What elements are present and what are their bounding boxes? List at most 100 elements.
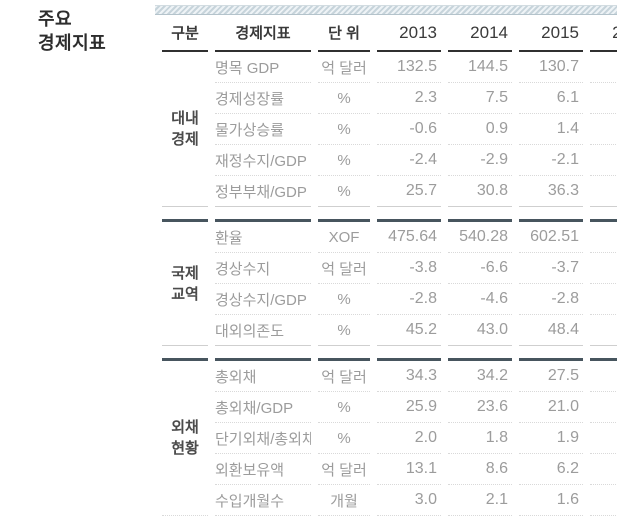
unit-cell: % bbox=[318, 114, 370, 145]
value-cell: 6.1 bbox=[519, 83, 583, 114]
value-cell bbox=[590, 145, 617, 176]
table-row: 수입개월수 개월 3.0 2.1 1.6 bbox=[162, 485, 617, 516]
value-cell: 23.6 bbox=[448, 392, 512, 423]
value-cell: -3.8 bbox=[377, 253, 441, 284]
value-cell: 34.3 bbox=[377, 361, 441, 392]
indicators-table-wrap: 구분 경제지표 단 위 2013 2014 2015 2016 대내 경제 명목… bbox=[155, 5, 617, 516]
indicator-cell: 수입개월수 bbox=[215, 485, 311, 516]
value-cell bbox=[590, 361, 617, 392]
value-cell bbox=[590, 222, 617, 253]
unit-cell: % bbox=[318, 315, 370, 346]
value-cell: 27.5 bbox=[519, 361, 583, 392]
value-cell: 34.2 bbox=[448, 361, 512, 392]
value-cell: 43.0 bbox=[448, 315, 512, 346]
column-header-year-2014: 2014 bbox=[448, 15, 512, 52]
unit-cell: % bbox=[318, 145, 370, 176]
value-cell: 130.7 bbox=[519, 52, 583, 83]
value-cell: -2.8 bbox=[377, 284, 441, 315]
value-cell: 1.8 bbox=[448, 423, 512, 454]
value-cell: -2.1 bbox=[519, 145, 583, 176]
table-row: 대외의존도 % 45.2 43.0 48.4 bbox=[162, 315, 617, 346]
value-cell bbox=[590, 114, 617, 145]
column-header-indicator: 경제지표 bbox=[215, 15, 311, 52]
indicator-cell: 경제성장률 bbox=[215, 83, 311, 114]
value-cell: 540.28 bbox=[448, 222, 512, 253]
table-row: 국제 교역 환율 XOF 475.64 540.28 602.51 bbox=[162, 222, 617, 346]
value-cell: 25.9 bbox=[377, 392, 441, 423]
value-cell: 48.4 bbox=[519, 315, 583, 346]
value-cell: 1.4 bbox=[519, 114, 583, 145]
section-divider bbox=[162, 207, 617, 222]
indicator-cell: 재정수지/GDP bbox=[215, 145, 311, 176]
indicator-cell: 경상수지/GDP bbox=[215, 284, 311, 315]
value-cell: -2.9 bbox=[448, 145, 512, 176]
table-row: 정부부채/GDP % 25.7 30.8 36.3 bbox=[162, 176, 617, 207]
table-row: 외채 현황 총외채 억 달러 34.3 34.2 27.5 bbox=[162, 361, 617, 516]
indicator-cell: 단기외채/총외채 bbox=[215, 423, 311, 454]
decorative-hatch-band bbox=[155, 5, 617, 15]
value-cell: 3.0 bbox=[377, 485, 441, 516]
table-row: 경상수지 억 달러 -3.8 -6.6 -3.7 bbox=[162, 253, 617, 284]
value-cell: 36.3 bbox=[519, 176, 583, 207]
value-cell: 13.1 bbox=[377, 454, 441, 485]
value-cell: -0.6 bbox=[377, 114, 441, 145]
value-cell bbox=[590, 176, 617, 207]
value-cell: 0.9 bbox=[448, 114, 512, 145]
value-cell: 21.0 bbox=[519, 392, 583, 423]
value-cell bbox=[590, 52, 617, 83]
table-row: 대내 경제 명목 GDP 억 달러 132.5 144.5 130.7 bbox=[162, 52, 617, 207]
value-cell: 45.2 bbox=[377, 315, 441, 346]
unit-cell: % bbox=[318, 176, 370, 207]
value-cell bbox=[590, 485, 617, 516]
indicator-cell: 정부부채/GDP bbox=[215, 176, 311, 207]
table-row: 총외채/GDP % 25.9 23.6 21.0 bbox=[162, 392, 617, 423]
value-cell: 30.8 bbox=[448, 176, 512, 207]
unit-cell: XOF bbox=[318, 222, 370, 253]
value-cell: -6.6 bbox=[448, 253, 512, 284]
value-cell: -2.8 bbox=[519, 284, 583, 315]
table-row: 단기외채/총외채 % 2.0 1.8 1.9 bbox=[162, 423, 617, 454]
section-international-trade: 국제 교역 환율 XOF 475.64 540.28 602.51 경상수지 억… bbox=[162, 222, 617, 361]
header-row: 구분 경제지표 단 위 2013 2014 2015 2016 bbox=[162, 15, 617, 52]
category-cell: 외채 현황 bbox=[162, 361, 208, 516]
economic-indicators-table: 구분 경제지표 단 위 2013 2014 2015 2016 대내 경제 명목… bbox=[155, 15, 617, 516]
value-cell bbox=[590, 315, 617, 346]
value-cell: 2.1 bbox=[448, 485, 512, 516]
column-header-year-2016: 2016 bbox=[590, 15, 617, 52]
value-cell bbox=[590, 454, 617, 485]
column-header-year-2013: 2013 bbox=[377, 15, 441, 52]
indicator-cell: 경상수지 bbox=[215, 253, 311, 284]
value-cell: 2.0 bbox=[377, 423, 441, 454]
table-row: 재정수지/GDP % -2.4 -2.9 -2.1 bbox=[162, 145, 617, 176]
unit-cell: 억 달러 bbox=[318, 253, 370, 284]
indicator-cell: 총외채 bbox=[215, 361, 311, 392]
value-cell: 144.5 bbox=[448, 52, 512, 83]
column-header-year-2015: 2015 bbox=[519, 15, 583, 52]
value-cell bbox=[590, 284, 617, 315]
value-cell bbox=[590, 423, 617, 454]
unit-cell: 억 달러 bbox=[318, 454, 370, 485]
value-cell: 602.51 bbox=[519, 222, 583, 253]
indicator-cell: 물가상승률 bbox=[215, 114, 311, 145]
unit-cell: % bbox=[318, 423, 370, 454]
value-cell: 1.9 bbox=[519, 423, 583, 454]
unit-cell: 개월 bbox=[318, 485, 370, 516]
value-cell: -4.6 bbox=[448, 284, 512, 315]
unit-cell: 억 달러 bbox=[318, 52, 370, 83]
indicator-cell: 대외의존도 bbox=[215, 315, 311, 346]
indicator-cell: 환율 bbox=[215, 222, 311, 253]
column-header-unit: 단 위 bbox=[318, 15, 370, 52]
value-cell: 132.5 bbox=[377, 52, 441, 83]
table-row: 경제성장률 % 2.3 7.5 6.1 bbox=[162, 83, 617, 114]
category-cell: 대내 경제 bbox=[162, 52, 208, 207]
column-header-category: 구분 bbox=[162, 15, 208, 52]
section-external-debt: 외채 현황 총외채 억 달러 34.3 34.2 27.5 총외채/GDP % … bbox=[162, 361, 617, 516]
value-cell: 2.3 bbox=[377, 83, 441, 114]
unit-cell: % bbox=[318, 284, 370, 315]
value-cell: 475.64 bbox=[377, 222, 441, 253]
table-row: 경상수지/GDP % -2.8 -4.6 -2.8 bbox=[162, 284, 617, 315]
section-domestic-economy: 대내 경제 명목 GDP 억 달러 132.5 144.5 130.7 경제성장… bbox=[162, 52, 617, 222]
section-divider bbox=[162, 346, 617, 361]
value-cell bbox=[590, 253, 617, 284]
indicator-cell: 명목 GDP bbox=[215, 52, 311, 83]
